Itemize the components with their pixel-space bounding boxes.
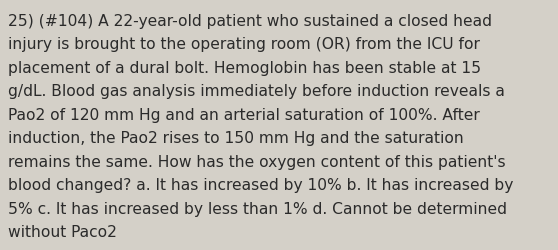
Text: 25) (#104) A 22-year-old patient who sustained a closed head: 25) (#104) A 22-year-old patient who sus… bbox=[8, 14, 492, 29]
Text: 5% c. It has increased by less than 1% d. Cannot be determined: 5% c. It has increased by less than 1% d… bbox=[8, 201, 507, 216]
Text: Pao2 of 120 mm Hg and an arterial saturation of 100%. After: Pao2 of 120 mm Hg and an arterial satura… bbox=[8, 108, 480, 122]
Text: without Paco2: without Paco2 bbox=[8, 224, 117, 240]
Text: g/dL. Blood gas analysis immediately before induction reveals a: g/dL. Blood gas analysis immediately bef… bbox=[8, 84, 505, 99]
Text: remains the same. How has the oxygen content of this patient's: remains the same. How has the oxygen con… bbox=[8, 154, 506, 169]
Text: placement of a dural bolt. Hemoglobin has been stable at 15: placement of a dural bolt. Hemoglobin ha… bbox=[8, 61, 481, 76]
Text: injury is brought to the operating room (OR) from the ICU for: injury is brought to the operating room … bbox=[8, 37, 480, 52]
Text: induction, the Pao2 rises to 150 mm Hg and the saturation: induction, the Pao2 rises to 150 mm Hg a… bbox=[8, 131, 464, 146]
Text: blood changed? a. It has increased by 10% b. It has increased by: blood changed? a. It has increased by 10… bbox=[8, 178, 513, 193]
